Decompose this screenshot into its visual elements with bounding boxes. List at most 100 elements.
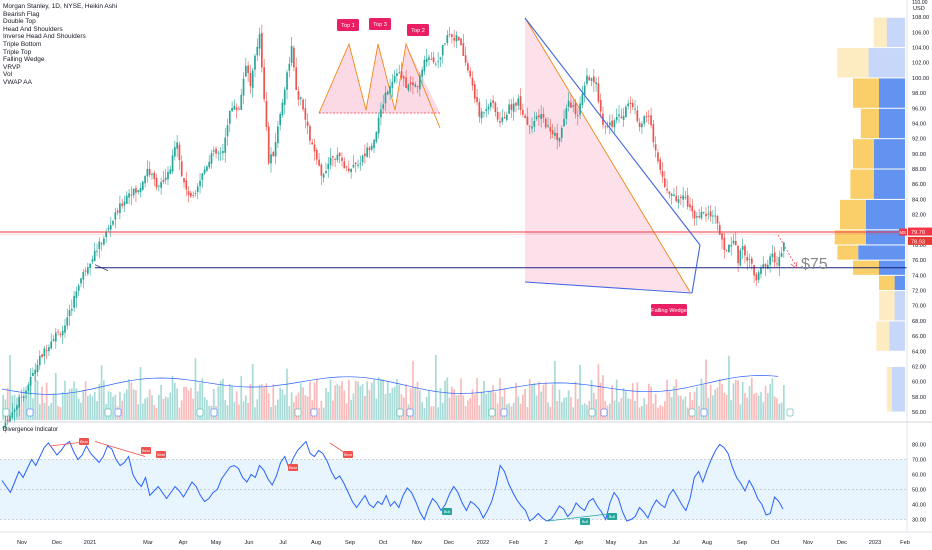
vp-bar-yellow: [853, 78, 879, 108]
legend-item[interactable]: VRVP: [3, 63, 21, 71]
volume-bar: [572, 407, 575, 420]
candle: [663, 178, 666, 187]
candle: [771, 253, 774, 258]
candle: [549, 127, 552, 132]
volume-bar: [444, 380, 446, 420]
volume-bar: [531, 384, 533, 420]
time-tick-label: Sep: [737, 540, 747, 546]
candle: [675, 195, 678, 202]
candle: [185, 180, 188, 190]
candle: [556, 132, 559, 140]
pattern-overlays: [318, 17, 691, 293]
volume-bar: [744, 392, 746, 420]
vp-bar-yellow: [853, 139, 874, 169]
legend-item[interactable]: Triple Bottom: [3, 40, 42, 48]
candle: [615, 116, 618, 121]
price-tick-label: 94.00: [912, 121, 926, 127]
candle: [709, 211, 712, 217]
volume-bar: [183, 386, 185, 420]
volume-bar: [68, 388, 71, 420]
volume-bar: [595, 399, 597, 420]
candle: [327, 163, 330, 169]
vp-bar-blue: [873, 169, 905, 199]
volume-bar: [512, 402, 515, 420]
volume-bar: [375, 398, 378, 420]
candle: [217, 152, 220, 154]
volume-bar: [219, 380, 222, 420]
candle: [52, 339, 55, 341]
candle: [57, 331, 59, 333]
volume-bar: [272, 384, 275, 420]
candle: [645, 116, 648, 118]
candle: [460, 38, 462, 46]
volume-bar: [579, 365, 581, 420]
vp-bar-blue: [866, 230, 905, 245]
candle: [783, 242, 785, 252]
legend-item[interactable]: Inverse Head And Shoulders: [3, 33, 86, 41]
volume-bar: [489, 390, 492, 420]
volume-bar: [22, 387, 25, 420]
volume-bar: [148, 389, 151, 420]
volume-bar: [686, 407, 689, 420]
candle: [43, 348, 46, 357]
volume-bar: [93, 391, 96, 420]
candle: [712, 215, 714, 217]
time-tick-label: 2022: [477, 540, 489, 546]
label-top-1-bg: [337, 19, 359, 31]
candle: [354, 162, 357, 165]
label-top-3-bg: [369, 18, 391, 30]
volume-bar: [650, 386, 652, 420]
candle: [540, 114, 543, 119]
candle: [212, 150, 215, 152]
price-tick-label: 100.00: [912, 76, 929, 82]
volume-bar: [421, 402, 423, 420]
volume-bar: [764, 385, 767, 420]
candle: [730, 244, 733, 247]
legend-item[interactable]: Falling Wedge: [3, 56, 45, 64]
time-tick-label: 2023: [869, 540, 881, 546]
volume-bar: [441, 402, 444, 420]
legend-item[interactable]: Head And Shoulders: [3, 25, 63, 33]
candle: [41, 354, 43, 357]
candle: [9, 415, 11, 423]
volume-bar: [244, 395, 247, 420]
ms-tag: [899, 228, 907, 236]
volume-bar: [377, 376, 380, 420]
candle: [228, 111, 231, 124]
bull-tag-bg: [580, 518, 590, 525]
candle: [748, 259, 751, 260]
volume-bar: [345, 403, 348, 420]
legend-item[interactable]: Double Top: [3, 18, 36, 26]
vp-bar-yellow: [879, 291, 895, 321]
volume-bar: [34, 374, 37, 420]
candle: [618, 114, 620, 117]
volume-bar: [780, 402, 783, 420]
candle: [288, 63, 291, 71]
volume-bar: [357, 381, 359, 420]
legend-item[interactable]: Bearish Flag: [3, 10, 40, 18]
event-marker: [26, 408, 34, 417]
price-tick-label: 60.00: [912, 380, 926, 386]
bear-tag: Bear: [80, 440, 89, 444]
legend-symbol[interactable]: Morgan Stanley, 1D, NYSE, Heikin Ashi: [3, 3, 118, 10]
volume-bar: [38, 404, 41, 420]
candle: [103, 238, 105, 245]
volume-bar: [27, 385, 30, 420]
candle: [524, 115, 526, 118]
candle: [176, 142, 178, 149]
candle: [716, 215, 719, 224]
legend-item[interactable]: Vol: [3, 71, 13, 79]
volume-bar: [560, 401, 563, 420]
vp-bar-blue: [866, 199, 905, 230]
candle: [668, 191, 671, 195]
vp-bar-blue: [868, 48, 905, 78]
legend-item[interactable]: VWAP AA: [3, 78, 32, 86]
candle: [691, 205, 694, 212]
candle: [178, 144, 181, 161]
legend-item[interactable]: Triple Top: [3, 48, 32, 56]
candle: [547, 125, 549, 127]
volume-bar: [386, 381, 389, 420]
event-marker: [196, 408, 204, 417]
candle: [592, 76, 595, 83]
